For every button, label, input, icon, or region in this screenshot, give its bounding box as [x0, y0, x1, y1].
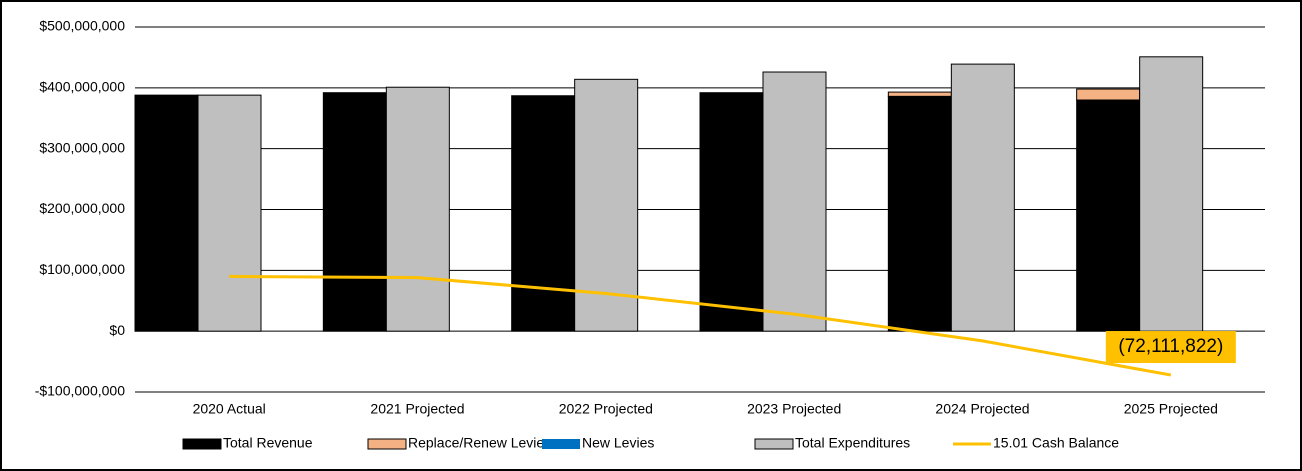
legend-label: Total Revenue — [223, 435, 313, 451]
bar — [511, 95, 576, 332]
y-tick-label: $500,000,000 — [39, 18, 125, 34]
x-tick-label: 2021 Projected — [370, 401, 464, 417]
x-tick-label: 2024 Projected — [935, 401, 1029, 417]
y-tick-label: $0 — [109, 322, 125, 338]
y-tick-label: $300,000,000 — [39, 139, 125, 155]
data-label: (72,111,822) — [1118, 336, 1223, 357]
bar — [385, 86, 450, 332]
y-tick-label: -$100,000,000 — [35, 383, 126, 399]
data-label-box — [1105, 331, 1236, 364]
y-tick-label: $200,000,000 — [39, 200, 125, 216]
legend-label: Total Expenditures — [795, 435, 910, 451]
legend-swatch — [542, 439, 580, 449]
legend-label: 15.01 Cash Balance — [993, 435, 1119, 451]
bar — [887, 91, 952, 97]
legend-label: Replace/Renew Levies — [408, 435, 551, 451]
x-tick-label: 2020 Actual — [193, 401, 266, 417]
bar — [574, 78, 639, 332]
y-tick-label: $100,000,000 — [39, 261, 125, 277]
bar — [887, 95, 952, 332]
line — [229, 274, 1172, 377]
legend-swatch — [182, 438, 222, 450]
y-tick-label: $400,000,000 — [39, 79, 125, 95]
x-tick-label: 2025 Projected — [1124, 401, 1218, 417]
bar — [1139, 56, 1204, 332]
bar — [322, 92, 387, 332]
bar — [1076, 99, 1141, 332]
x-tick-label: 2023 Projected — [747, 401, 841, 417]
bar — [950, 63, 1015, 332]
bar — [134, 94, 199, 332]
legend-swatch — [754, 438, 794, 450]
legend-label: New Levies — [582, 435, 654, 451]
bar — [1076, 88, 1141, 101]
x-tick-label: 2022 Projected — [559, 401, 653, 417]
legend-swatch — [367, 438, 407, 450]
bar — [762, 71, 827, 332]
bar — [699, 92, 764, 332]
bar — [197, 94, 262, 332]
